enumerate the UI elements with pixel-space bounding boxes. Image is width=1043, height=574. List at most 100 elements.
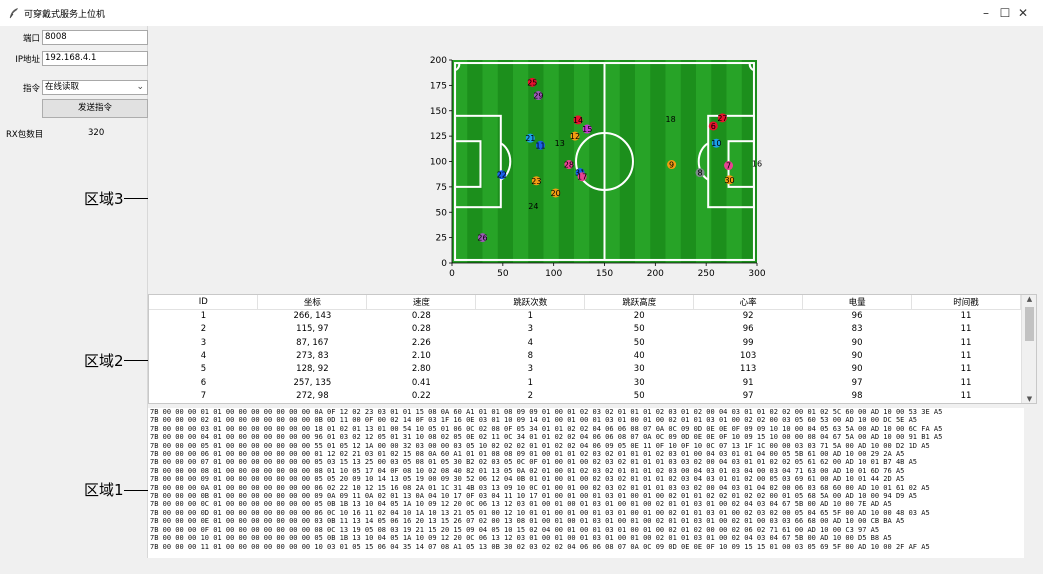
table-cell: 0.22 <box>411 390 431 401</box>
table-cell: 11 <box>960 311 972 322</box>
table-cell: 2.10 <box>411 351 431 362</box>
player-marker <box>527 77 537 87</box>
table-cell: 2.80 <box>411 364 431 375</box>
player-marker <box>667 160 677 170</box>
table-header-row: ID 坐标 速度 跳跃次数 跳跃高度 心率 电量 时间戳 <box>149 295 1021 310</box>
table-header-cell[interactable]: 心率 <box>693 295 804 310</box>
table-cell: 97 <box>851 377 863 388</box>
player-label: 6 <box>711 122 716 131</box>
region1-line <box>124 490 148 491</box>
field-stripe <box>635 60 651 263</box>
region3-line <box>124 198 148 199</box>
table-cell: 3 <box>200 337 207 348</box>
table-row[interactable]: 3 87, 167 2.26 4 50 99 90 11 <box>149 336 1021 349</box>
close-button[interactable]: ✕ <box>1017 6 1029 20</box>
center-circle <box>575 132 634 191</box>
minimize-button[interactable]: – <box>983 6 989 20</box>
player-label: 9 <box>669 161 674 170</box>
hex-line: 7B 00 00 00 0D 01 00 00 00 00 00 00 00 0… <box>150 508 930 517</box>
table-cell: 99 <box>742 337 754 348</box>
table-row[interactable]: 4 273, 83 2.10 8 40 103 90 11 <box>149 349 1021 362</box>
table-cell: 90 <box>851 337 863 348</box>
data-table-panel: ID 坐标 速度 跳跃次数 跳跃高度 心率 电量 时间戳 1 266, 143 0.28 1 20 92… <box>148 294 1037 404</box>
hex-line: 7B 00 00 00 02 01 00 00 00 00 00 00 00 0… <box>150 416 918 425</box>
y-tick-label: 125 <box>430 132 447 142</box>
player-label: 22 <box>497 171 507 180</box>
player-label: 18 <box>665 115 675 124</box>
maximize-button[interactable]: ☐ <box>999 6 1011 20</box>
x-tick-label: 100 <box>545 269 562 279</box>
scroll-down-icon[interactable]: ▼ <box>1026 395 1033 403</box>
region2-label: 区域2 <box>84 352 124 370</box>
title-bar: 可穿戴式服务上位机 – ☐ ✕ <box>0 0 1043 26</box>
field-stripe <box>574 60 590 263</box>
table-header-cell[interactable]: 时间戳 <box>911 295 1021 310</box>
player-marker <box>535 140 545 150</box>
table-cell: 91 <box>742 377 754 388</box>
table-cell: 20 <box>633 311 645 322</box>
table-cell: 103 <box>740 351 757 362</box>
table-cell: 3 <box>527 364 533 375</box>
command-select[interactable]: 在线读取 ⌄ <box>42 80 148 95</box>
corner-arc <box>748 62 755 72</box>
table-cell: 266, 143 <box>293 311 332 322</box>
table-row[interactable]: 7 272, 98 0.22 2 50 97 98 11 <box>149 389 1021 402</box>
y-tick-label: 25 <box>436 234 447 244</box>
hex-log-text[interactable]: 7B 00 00 00 01 01 00 00 00 00 00 00 00 0… <box>148 408 1024 558</box>
table-header-cell[interactable]: ID <box>149 295 259 310</box>
ip-label: IP地址 <box>15 55 40 65</box>
table-cell: 96 <box>742 324 754 335</box>
player-label: 27 <box>717 114 727 123</box>
scroll-up-icon[interactable]: ▲ <box>1026 295 1033 303</box>
player-marker <box>573 115 583 125</box>
ip-input[interactable]: 192.168.4.1 <box>42 51 148 66</box>
hex-line: 7B 00 00 00 11 01 00 00 00 00 00 00 00 1… <box>150 542 930 551</box>
player-label: 30 <box>724 176 734 185</box>
hex-line: 7B 00 00 00 0A 01 00 00 00 00 00 00 00 0… <box>150 483 930 492</box>
player-label: 28 <box>564 161 574 170</box>
command-select-value: 在线读取 <box>45 82 80 92</box>
player-marker <box>531 176 541 186</box>
table-cell: 11 <box>960 364 972 375</box>
send-command-button[interactable]: 发送指令 <box>42 99 148 118</box>
table-header-cell[interactable]: 电量 <box>802 295 913 310</box>
table-header-cell[interactable]: 坐标 <box>257 295 368 310</box>
y-tick-label: 150 <box>430 107 447 117</box>
table-cell: 97 <box>742 390 754 401</box>
table-header-cell[interactable]: 速度 <box>366 295 477 310</box>
hex-line: 7B 00 00 00 03 01 00 00 00 00 00 00 00 1… <box>150 424 943 433</box>
port-input[interactable]: 8008 <box>42 30 148 45</box>
right-penalty-arc <box>697 142 709 181</box>
player-marker <box>724 161 734 171</box>
player-label: 14 <box>573 116 583 125</box>
table-cell: 40 <box>633 351 645 362</box>
hex-line: 7B 00 00 00 04 01 00 00 00 00 00 00 00 9… <box>150 433 943 442</box>
field-stripe <box>543 60 559 263</box>
table-cell: 7 <box>200 390 207 401</box>
table-cell: 113 <box>740 364 757 375</box>
player-marker <box>570 131 580 141</box>
hex-line: 7B 00 00 00 09 01 00 00 00 00 00 00 00 0… <box>150 475 905 484</box>
field-chart-svg: 0 25 50 75 100 125 150 175 200 0 50 100 150 200 250 300… <box>430 56 766 279</box>
rx-count-label: RX包数目 <box>6 130 44 140</box>
hex-line: 7B 00 00 00 0B 01 00 00 00 00 00 00 00 0… <box>150 492 918 501</box>
table-cell: 50 <box>633 390 645 401</box>
table-row[interactable]: 6 257, 135 0.41 1 30 91 97 11 <box>149 376 1021 389</box>
table-cell: 128, 92 <box>296 364 329 375</box>
x-tick-label: 250 <box>698 269 715 279</box>
table-header-cell[interactable]: 跳跃高度 <box>584 295 695 310</box>
table-row[interactable]: 1 266, 143 0.28 1 20 92 96 11 <box>149 310 1021 323</box>
table-cell: 115, 97 <box>296 324 329 335</box>
player-label: 12 <box>570 132 580 141</box>
table-cell: 0.28 <box>411 324 431 335</box>
table-cell: 0.28 <box>411 311 431 322</box>
table-row[interactable]: 2 115, 97 0.28 3 50 96 83 11 <box>149 323 1021 336</box>
y-tick-label: 200 <box>430 56 447 66</box>
player-marker <box>497 170 507 180</box>
table-row[interactable]: 5 128, 92 2.80 3 30 113 90 11 <box>149 363 1021 376</box>
player-label: 15 <box>582 125 592 134</box>
scroll-thumb[interactable] <box>1025 307 1034 341</box>
table-header-cell[interactable]: 跳跃次数 <box>475 295 586 310</box>
table-scrollbar[interactable]: ▲ ▼ <box>1021 295 1036 403</box>
hex-line: 7B 00 00 00 0E 01 00 00 00 00 00 00 00 0… <box>150 517 905 526</box>
